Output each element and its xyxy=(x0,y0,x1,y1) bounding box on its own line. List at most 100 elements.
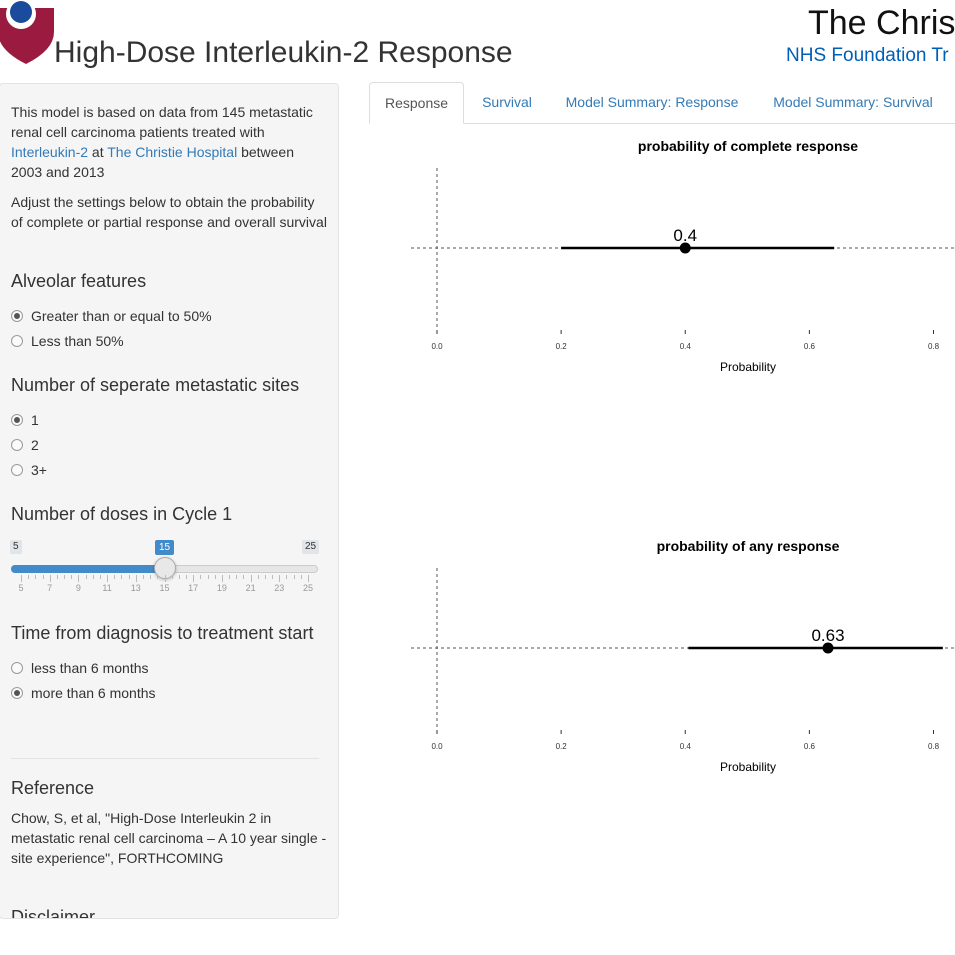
sidebar-panel: This model is based on data from 145 met… xyxy=(0,83,339,919)
slider-tick-label: 9 xyxy=(75,583,81,593)
estimate-point xyxy=(679,242,691,254)
slider-tick xyxy=(78,575,79,582)
slider-tick xyxy=(294,575,295,579)
slider-tick xyxy=(100,575,101,579)
radio-label: Greater than or equal to 50% xyxy=(31,308,212,324)
radio-button[interactable] xyxy=(11,662,23,674)
slider-fill xyxy=(11,565,165,573)
reference-text: Chow, S, et al, "High-Dose Interleukin 2… xyxy=(11,810,327,866)
metastatic-heading: Number of seperate metastatic sites xyxy=(11,375,300,395)
radio-time-gt-6[interactable]: more than 6 months xyxy=(11,683,156,703)
x-tick-label: 0.0 xyxy=(431,742,443,751)
x-tick-label: 0.0 xyxy=(431,342,443,351)
slider-handle[interactable] xyxy=(153,557,176,579)
radio-time-lt-6[interactable]: less than 6 months xyxy=(11,658,149,678)
slider-tick xyxy=(136,575,137,582)
radio-button[interactable] xyxy=(11,414,23,426)
slider-tick-label: 11 xyxy=(102,583,112,593)
x-tick-label: 0.6 xyxy=(804,342,816,351)
slider-tick xyxy=(50,575,51,582)
slider-tick-label: 19 xyxy=(216,583,227,593)
tab-model-summary-response[interactable]: Model Summary: Response xyxy=(565,94,739,110)
slider-tick xyxy=(129,575,130,579)
any-response-chart: probability of any response 0.63 0.0 0.2 0.4… xyxy=(395,530,955,790)
intro-text: This model is based on data from 145 met… xyxy=(11,102,329,182)
slider-tick-label: 15 xyxy=(159,583,170,593)
slider-tick xyxy=(93,575,94,579)
brand-name: The Christ xyxy=(808,4,955,42)
sidebar-divider xyxy=(11,758,319,759)
radio-button[interactable] xyxy=(11,439,23,451)
slider-tick xyxy=(86,575,87,579)
radio-label: 3+ xyxy=(31,462,47,478)
alveolar-heading: Alveolar features xyxy=(11,271,147,291)
christie-hospital-link[interactable]: The Christie Hospital xyxy=(107,144,238,160)
slider-max-label: 25 xyxy=(302,540,320,554)
tab-bar: Response Survival Model Summary: Respons… xyxy=(369,82,955,124)
slider-tick xyxy=(107,575,108,582)
chart-title: probability of any response xyxy=(657,538,840,554)
slider-tick xyxy=(143,575,144,579)
disclaimer-heading: Disclaimer xyxy=(11,907,96,919)
slider-tick xyxy=(121,575,122,579)
radio-label: 2 xyxy=(31,437,39,453)
complete-response-plot: probability of complete response 0.4 0.0 0.… xyxy=(411,138,955,374)
radio-button[interactable] xyxy=(11,335,23,347)
slider-tick xyxy=(215,575,216,579)
slider-tick xyxy=(150,575,151,579)
slider-value-label: 15 xyxy=(155,540,175,555)
slider-tick xyxy=(71,575,72,579)
logo-dot xyxy=(10,1,32,23)
tab-model-summary-survival[interactable]: Model Summary: Survival xyxy=(773,94,933,110)
radio-alveolar-gte-50[interactable]: Greater than or equal to 50% xyxy=(11,306,212,326)
slider-tick xyxy=(265,575,266,579)
intro-text-part: at xyxy=(88,144,108,160)
slider-tick xyxy=(308,575,309,582)
slider-tick-label: 23 xyxy=(274,583,285,593)
x-axis-label: Probability xyxy=(720,760,776,774)
radio-metastatic-2[interactable]: 2 xyxy=(11,435,39,455)
slider-tick xyxy=(208,575,209,579)
estimate-label: 0.63 xyxy=(811,626,844,645)
radio-label: less than 6 months xyxy=(31,660,149,676)
radio-metastatic-1[interactable]: 1 xyxy=(11,410,39,430)
slider-tick xyxy=(114,575,115,579)
x-tick-label: 0.8 xyxy=(928,742,940,751)
x-tick-label: 0.2 xyxy=(556,342,568,351)
radio-label: Less than 50% xyxy=(31,333,124,349)
radio-alveolar-lt-50[interactable]: Less than 50% xyxy=(11,331,124,351)
tab-survival[interactable]: Survival xyxy=(482,94,532,110)
reference-heading: Reference xyxy=(11,778,95,798)
x-tick-label: 0.4 xyxy=(680,342,692,351)
radio-label: 1 xyxy=(31,412,39,428)
x-tick-label: 0.6 xyxy=(804,742,816,751)
slider-tick-label: 17 xyxy=(188,583,199,593)
radio-button[interactable] xyxy=(11,464,23,476)
adjust-instructions: Adjust the settings below to obtain the … xyxy=(11,194,327,230)
estimate-label: 0.4 xyxy=(673,226,697,245)
intro-text-part: This model is based on data from 145 met… xyxy=(11,104,313,140)
radio-button[interactable] xyxy=(11,687,23,699)
any-response-plot: probability of any response 0.63 0.0 0.2 0.4… xyxy=(411,538,955,774)
slider-tick xyxy=(243,575,244,579)
slider-tick xyxy=(21,575,22,582)
christie-logo xyxy=(0,0,54,64)
slider-tick xyxy=(286,575,287,579)
radio-metastatic-3plus[interactable]: 3+ xyxy=(11,460,47,480)
slider-tick xyxy=(193,575,194,582)
slider-tick xyxy=(251,575,252,582)
slider-tick xyxy=(258,575,259,579)
tab-response[interactable]: Response xyxy=(369,82,464,124)
slider-tick xyxy=(43,575,44,579)
x-tick-label: 0.8 xyxy=(928,342,940,351)
slider-tick xyxy=(64,575,65,579)
x-tick-label: 0.4 xyxy=(680,742,692,751)
interleukin-2-link[interactable]: Interleukin-2 xyxy=(11,144,89,160)
slider-tick-label: 21 xyxy=(245,583,256,593)
chart-title: probability of complete response xyxy=(638,138,858,154)
slider-tick-label: 5 xyxy=(18,583,24,593)
slider-tick xyxy=(57,575,58,579)
radio-button[interactable] xyxy=(11,310,23,322)
intro-text-part: between 2003 and 2013 xyxy=(11,144,295,180)
slider-tick-label: 13 xyxy=(130,583,141,593)
